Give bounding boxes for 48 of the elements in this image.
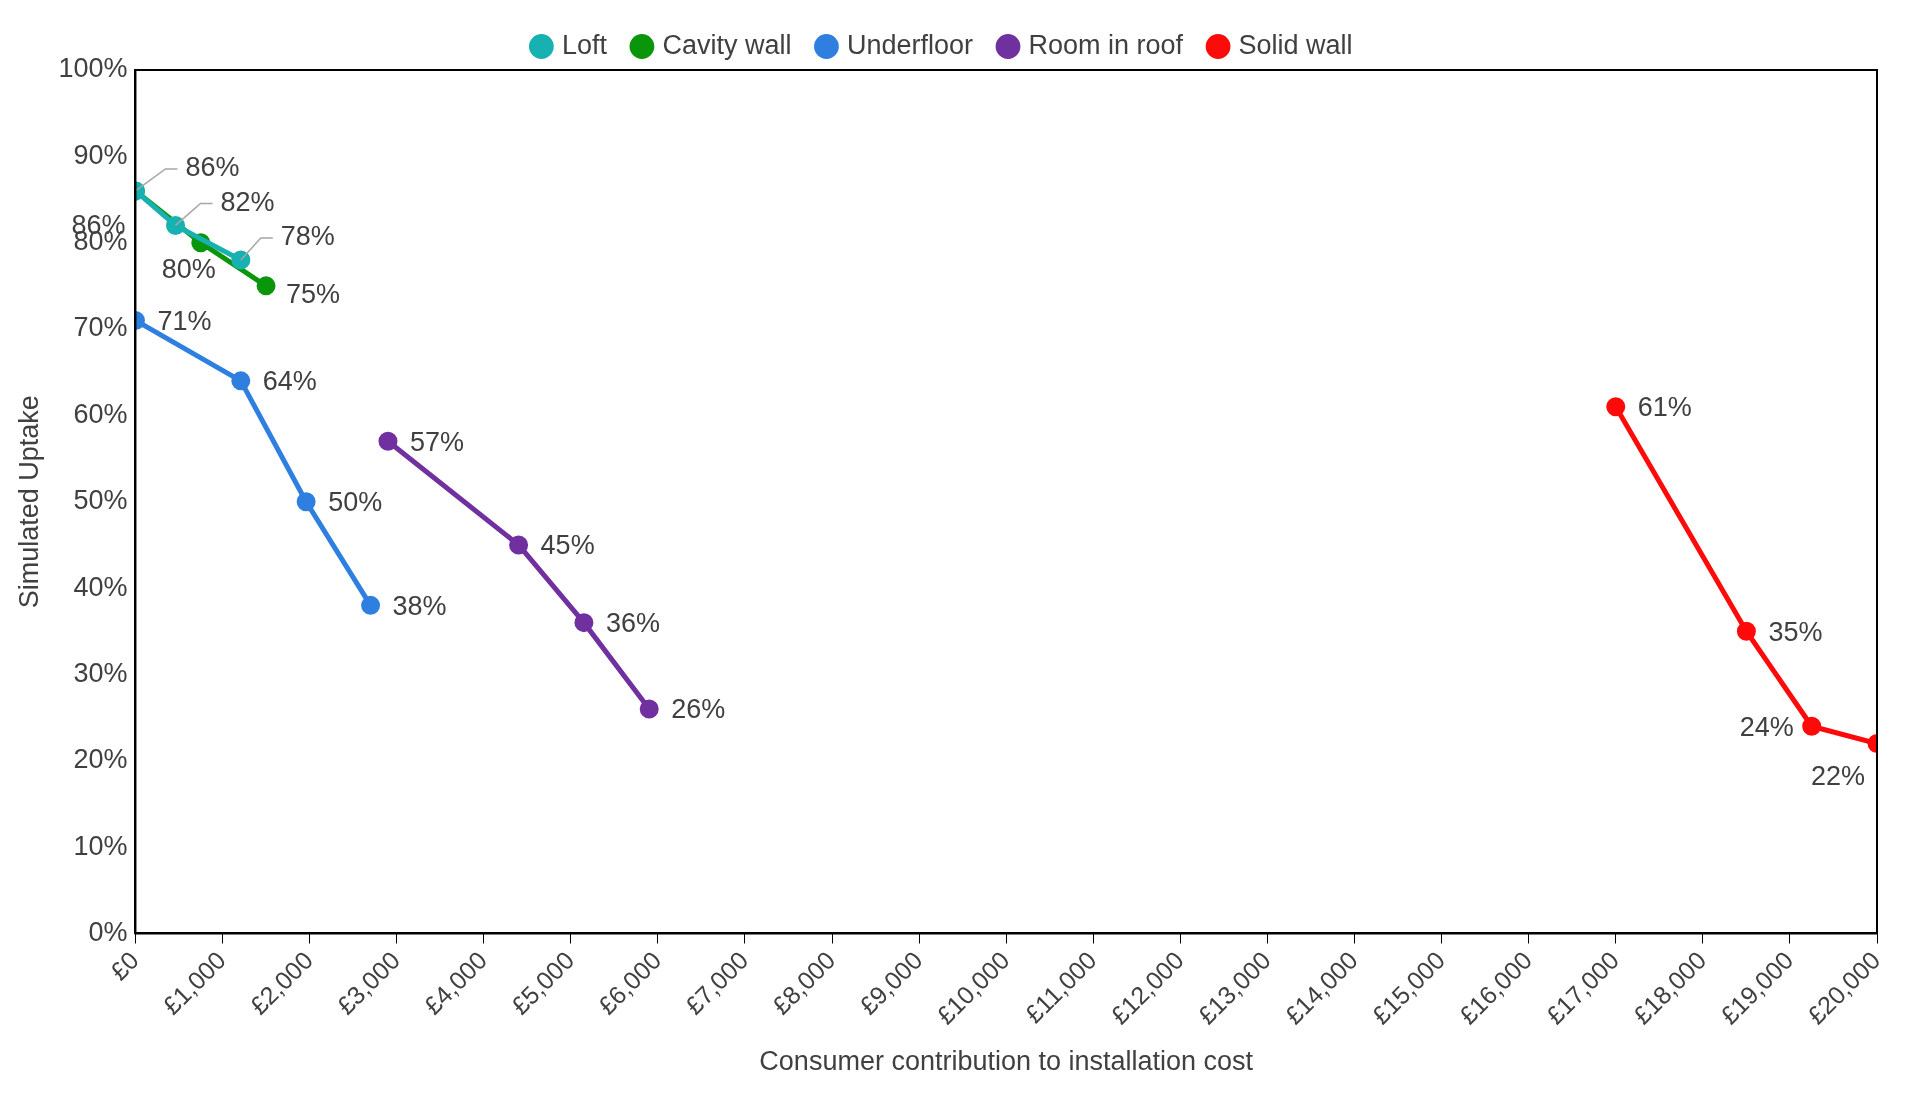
data-label: 35%	[1768, 616, 1823, 647]
y-tick-label: 90%	[73, 139, 128, 170]
legend-label: Solid wall	[1238, 29, 1353, 60]
x-tick-label: £0	[104, 945, 144, 986]
x-axis-title: Consumer contribution to installation cost	[759, 1046, 1254, 1077]
point	[378, 431, 398, 451]
y-tick-label: 70%	[73, 312, 128, 343]
data-label: 78%	[280, 221, 335, 252]
point	[166, 215, 186, 235]
y-tick-label: 20%	[73, 744, 128, 775]
point	[296, 492, 316, 512]
data-label: 71%	[157, 305, 212, 336]
legend-label: Room in roof	[1028, 29, 1184, 60]
data-label: 80%	[161, 254, 216, 285]
data-label: 57%	[409, 426, 465, 457]
y-tick-label: 10%	[73, 830, 128, 861]
data-label: 61%	[1637, 392, 1692, 423]
data-label: 50%	[328, 487, 383, 518]
data-label: 26%	[671, 694, 726, 725]
y-tick-label: 100%	[58, 53, 128, 84]
point	[1736, 621, 1756, 641]
point	[509, 535, 529, 555]
y-axis-title: Simulated Uptake	[13, 395, 44, 609]
point	[256, 276, 276, 296]
data-label: 86%	[185, 152, 240, 183]
y-tick-label: 30%	[73, 657, 128, 688]
point	[361, 595, 381, 615]
point	[231, 250, 251, 270]
data-label: 38%	[392, 590, 447, 621]
point	[639, 699, 659, 719]
y-tick-label: 50%	[73, 485, 128, 516]
y-tick-label: 60%	[73, 398, 128, 429]
data-label: 24%	[1739, 711, 1794, 742]
data-label: 22%	[1810, 760, 1865, 791]
point	[1802, 716, 1822, 736]
point	[231, 371, 251, 391]
y-tick-label: 40%	[73, 571, 128, 602]
y-tick-label: 0%	[88, 916, 128, 947]
point	[574, 613, 594, 633]
legend-label: Underfloor	[846, 29, 974, 60]
data-label: 45%	[540, 530, 595, 561]
data-label: 64%	[262, 366, 317, 397]
data-label: 75%	[286, 279, 341, 310]
point	[1606, 397, 1626, 417]
legend-label: Cavity wall	[662, 29, 792, 60]
data-label: 36%	[605, 608, 660, 639]
data-label: 82%	[220, 186, 275, 217]
legend-label: Loft	[561, 29, 608, 60]
